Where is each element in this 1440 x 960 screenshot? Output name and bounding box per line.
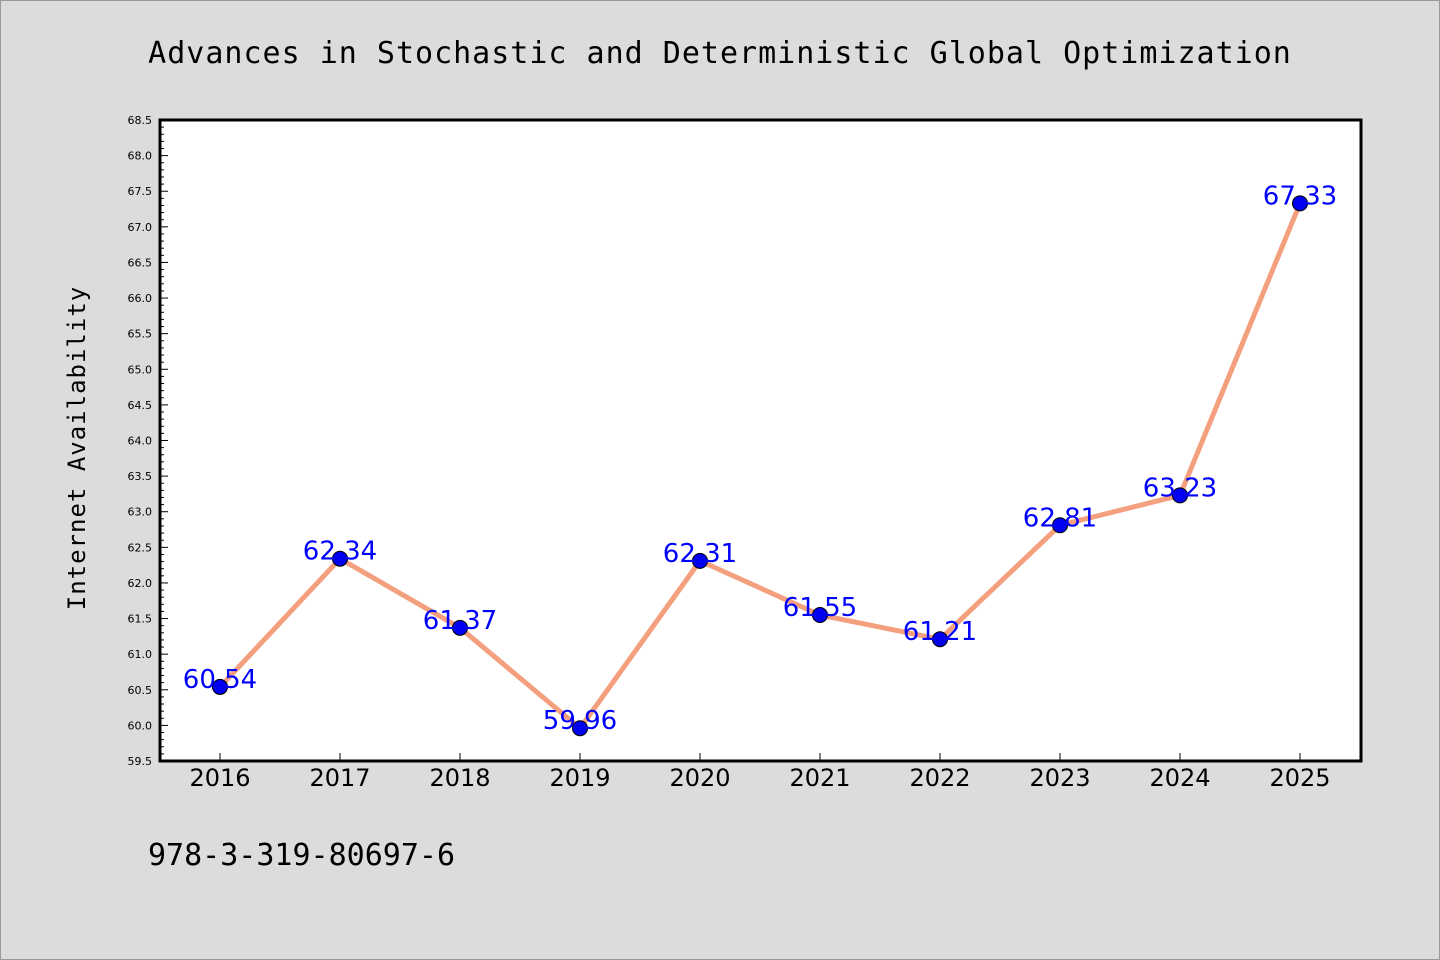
series-line-group	[217, 200, 1303, 731]
x-tick-label: 2019	[549, 764, 610, 792]
y-tick-label: 60.5	[128, 684, 153, 697]
plot-area	[160, 120, 1361, 761]
y-tick-label: 65.5	[128, 328, 153, 341]
data-point	[1292, 195, 1308, 212]
data-label: 61.37	[423, 606, 497, 636]
x-tick-label: 2017	[309, 764, 370, 792]
data-point	[212, 678, 228, 695]
data-point	[812, 606, 828, 623]
isbn-text: 978-3-319-80697-6	[148, 838, 455, 873]
x-axis-ticks: 2016 2017 2018 2019 2020 2021 2022 2023 2024 2025	[189, 753, 1331, 792]
data-label: 62.81	[1023, 503, 1097, 533]
x-tick-label: 2016	[189, 764, 250, 792]
data-label: 61.21	[903, 617, 977, 647]
data-point	[332, 550, 348, 567]
y-tick-label: 62.5	[128, 541, 153, 554]
x-tick-label: 2023	[1029, 764, 1090, 792]
y-axis-ticks: 59.5 60.0 60.5 61.0 61.5 62.0 62.5 63.0 63.5 64.0…	[128, 114, 168, 768]
y-tick-label: 66.0	[128, 292, 153, 305]
y-tick-label: 61.0	[128, 648, 153, 661]
y-tick-label: 68.5	[128, 114, 153, 127]
y-tick-label: 60.0	[128, 719, 153, 732]
y-tick-label: 68.0	[128, 150, 153, 163]
chart-title: Advances in Stochastic and Deterministic…	[148, 36, 1292, 71]
y-tick-label: 63.0	[128, 506, 153, 519]
data-point	[692, 552, 708, 569]
data-point	[452, 619, 468, 636]
y-tick-label: 67.5	[128, 185, 153, 198]
x-tick-label: 2018	[429, 764, 490, 792]
y-tick-label: 61.5	[128, 613, 153, 626]
y-axis-label: Internet Availability	[63, 286, 91, 610]
data-labels: 60.54 62.34 61.37 59.96 62.31 61.55 61.21 62.81…	[183, 181, 1337, 736]
plot-border	[158, 118, 1363, 763]
x-tick-label: 2025	[1269, 764, 1330, 792]
y-tick-label: 59.5	[128, 755, 153, 768]
data-label: 62.34	[303, 537, 377, 567]
x-tick-label: 2024	[1149, 764, 1210, 792]
data-point	[1052, 517, 1068, 534]
y-tick-label: 64.0	[128, 435, 153, 448]
y-tick-label: 65.0	[128, 363, 153, 376]
y-tick-label: 63.5	[128, 470, 153, 483]
series-line	[217, 200, 1303, 731]
y-tick-label: 62.0	[128, 577, 153, 590]
data-label: 60.54	[183, 665, 257, 695]
x-tick-label: 2021	[789, 764, 850, 792]
x-tick-label: 2020	[669, 764, 730, 792]
x-tick-label: 2022	[909, 764, 970, 792]
series-markers	[212, 195, 1308, 737]
data-point	[572, 720, 588, 737]
data-label: 62.31	[663, 539, 737, 569]
y-tick-label: 64.5	[128, 399, 153, 412]
data-point	[932, 631, 948, 648]
data-label: 67.33	[1263, 181, 1337, 211]
y-tick-label: 67.0	[128, 221, 153, 234]
data-label: 61.55	[783, 593, 857, 623]
data-label: 59.96	[543, 706, 617, 736]
data-point	[1172, 487, 1188, 504]
data-label: 63.23	[1143, 473, 1217, 503]
y-tick-label: 66.5	[128, 256, 153, 269]
